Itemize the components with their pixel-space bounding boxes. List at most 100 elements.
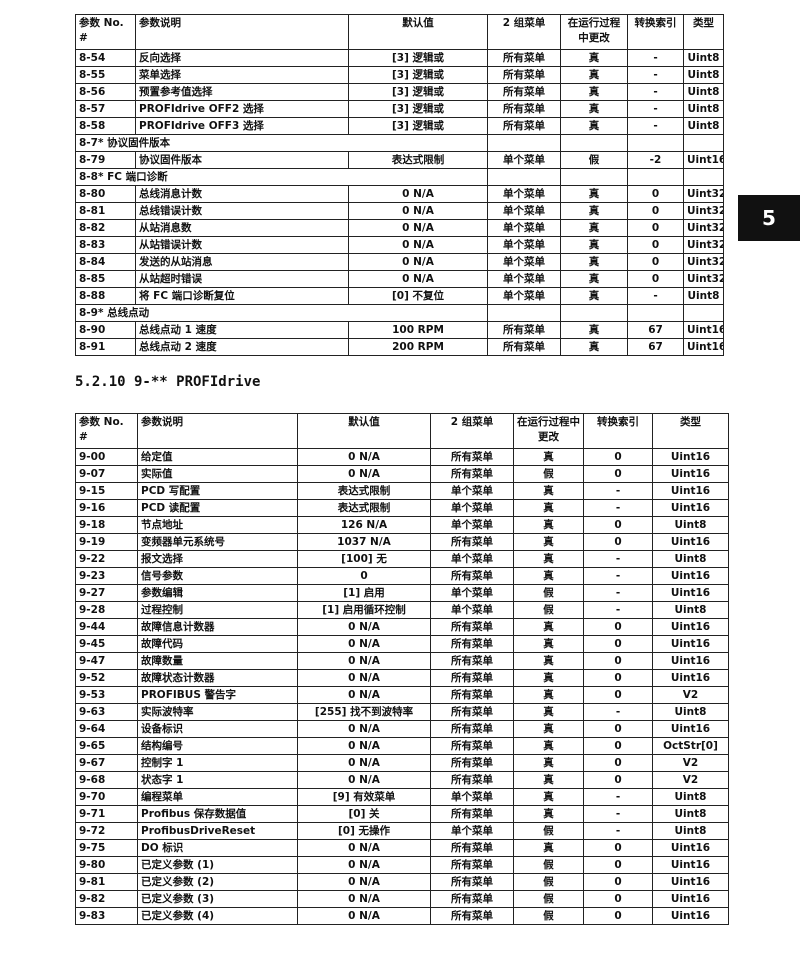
col-param-no: 9-81 bbox=[75, 873, 138, 891]
col-conversion: 0 bbox=[627, 219, 684, 237]
col-description: 将 FC 端口诊断复位 bbox=[135, 287, 349, 305]
table-row: 9-45 故障代码 0 N/A 所有菜单真 0 Uint16 bbox=[75, 635, 729, 653]
col-param-no: 9-19 bbox=[75, 533, 138, 551]
col-param-no: 9-80 bbox=[75, 856, 138, 874]
col-description: 总线点动 1 速度 bbox=[135, 321, 349, 339]
col-param-no-header: 参数 No. # bbox=[75, 413, 138, 449]
col-type: Uint8 bbox=[683, 117, 724, 135]
col-conversion: 0 bbox=[583, 839, 653, 857]
col-description: ProfibusDriveReset bbox=[137, 822, 298, 840]
col-menu: 所有菜单 bbox=[430, 737, 514, 755]
col-description: 编程菜单 bbox=[137, 788, 298, 806]
col-description: 总线消息计数 bbox=[135, 185, 349, 203]
col-type: OctStr[0] bbox=[652, 737, 729, 755]
col-menu: 所有菜单 bbox=[430, 805, 514, 823]
col-default: [255] 找不到波特率 bbox=[297, 703, 431, 721]
col-menu: 单个菜单 bbox=[487, 253, 561, 271]
col-conversion: 0 bbox=[583, 465, 653, 483]
col-change-running: 真 bbox=[560, 219, 628, 237]
col-description: PROFIBUS 警告字 bbox=[137, 686, 298, 704]
col-type: Uint16 bbox=[652, 499, 729, 517]
table-row: 9-27 参数编辑 [1] 启用 单个菜单假 - Uint16 bbox=[75, 584, 729, 602]
col-type: Uint8 bbox=[683, 287, 724, 305]
col-conversion: - bbox=[627, 287, 684, 305]
col-menu: 所有菜单 bbox=[487, 83, 561, 101]
col-conversion: 67 bbox=[627, 338, 684, 356]
col-menu: 所有菜单 bbox=[430, 686, 514, 704]
col-param-no: 8-80 bbox=[75, 185, 136, 203]
col-type: Uint16 bbox=[652, 652, 729, 670]
col-menu: 所有菜单 bbox=[430, 890, 514, 908]
col-type-header: 类型 bbox=[652, 413, 729, 449]
col-param-no: 9-67 bbox=[75, 754, 138, 772]
col-change-running: 真 bbox=[513, 482, 584, 500]
col-conversion: 0 bbox=[627, 202, 684, 220]
col-param-no: 9-82 bbox=[75, 890, 138, 908]
col-description: DO 标识 bbox=[137, 839, 298, 857]
col-conversion: 0 bbox=[583, 686, 653, 704]
col-type: Uint8 bbox=[652, 805, 729, 823]
col-description: 设备标识 bbox=[137, 720, 298, 738]
col-description: 已定义参数 (1) bbox=[137, 856, 298, 874]
col-type: Uint8 bbox=[683, 66, 724, 84]
col-menu: 所有菜单 bbox=[430, 635, 514, 653]
col-param-no: 9-22 bbox=[75, 550, 138, 568]
col-description: 协议固件版本 bbox=[135, 151, 349, 169]
col-type: Uint16 bbox=[652, 482, 729, 500]
empty-cell bbox=[683, 168, 724, 186]
col-default: 0 N/A bbox=[348, 270, 488, 288]
col-conversion: 67 bbox=[627, 321, 684, 339]
col-default: 0 N/A bbox=[297, 771, 431, 789]
table-row: 9-81 已定义参数 (2) 0 N/A 所有菜单假 0 Uint16 bbox=[75, 873, 729, 891]
col-description: 已定义参数 (4) bbox=[137, 907, 298, 925]
table-row: 8-81 总线错误计数 0 N/A 单个菜单真 0 Uint32 bbox=[75, 202, 724, 220]
col-conversion: 0 bbox=[583, 533, 653, 551]
empty-cell bbox=[560, 168, 628, 186]
col-param-no: 8-54 bbox=[75, 49, 136, 67]
col-default: 0 N/A bbox=[297, 652, 431, 670]
empty-cell bbox=[683, 304, 724, 322]
col-default: [100] 无 bbox=[297, 550, 431, 568]
col-type-header: 类型 bbox=[683, 14, 724, 50]
col-description: Profibus 保存数据值 bbox=[137, 805, 298, 823]
col-type: Uint8 bbox=[683, 100, 724, 118]
col-change-running: 假 bbox=[513, 584, 584, 602]
col-type: Uint16 bbox=[652, 533, 729, 551]
col-conversion: - bbox=[583, 584, 653, 602]
col-type: Uint32 bbox=[683, 270, 724, 288]
table-row: 9-15 PCD 写配置 表达式限制 单个菜单真 - Uint16 bbox=[75, 482, 729, 500]
col-description: 预置参考值选择 bbox=[135, 83, 349, 101]
col-conversion: 0 bbox=[583, 754, 653, 772]
col-change-running: 真 bbox=[560, 338, 628, 356]
col-change-running: 真 bbox=[560, 253, 628, 271]
col-default: 0 N/A bbox=[297, 890, 431, 908]
col-default: [1] 启用 bbox=[297, 584, 431, 602]
col-description: PCD 写配置 bbox=[137, 482, 298, 500]
col-default: [3] 逻辑或 bbox=[348, 66, 488, 84]
group-row: 8-9* 总线点动 bbox=[75, 304, 724, 322]
col-menu: 所有菜单 bbox=[487, 66, 561, 84]
col-param-no: 9-68 bbox=[75, 771, 138, 789]
col-description: 给定值 bbox=[137, 448, 298, 466]
col-conversion: - bbox=[583, 567, 653, 585]
col-type: Uint16 bbox=[652, 856, 729, 874]
col-menu: 单个菜单 bbox=[487, 236, 561, 254]
col-default: 0 N/A bbox=[348, 236, 488, 254]
col-param-no: 9-52 bbox=[75, 669, 138, 687]
col-description: 已定义参数 (2) bbox=[137, 873, 298, 891]
col-conversion-header: 转换索引 bbox=[627, 14, 684, 50]
empty-cell bbox=[487, 168, 561, 186]
col-change-running: 真 bbox=[513, 703, 584, 721]
col-menu: 所有菜单 bbox=[487, 49, 561, 67]
col-description-header: 参数说明 bbox=[135, 14, 349, 50]
col-conversion: 0 bbox=[627, 185, 684, 203]
col-conversion: - bbox=[583, 822, 653, 840]
col-conversion: 0 bbox=[583, 737, 653, 755]
col-param-no: 9-53 bbox=[75, 686, 138, 704]
col-description: PCD 读配置 bbox=[137, 499, 298, 517]
col-description: 从站错误计数 bbox=[135, 236, 349, 254]
col-conversion: - bbox=[627, 49, 684, 67]
col-param-no: 9-00 bbox=[75, 448, 138, 466]
col-conversion: 0 bbox=[583, 890, 653, 908]
table-row: 8-83 从站错误计数 0 N/A 单个菜单真 0 Uint32 bbox=[75, 236, 724, 254]
